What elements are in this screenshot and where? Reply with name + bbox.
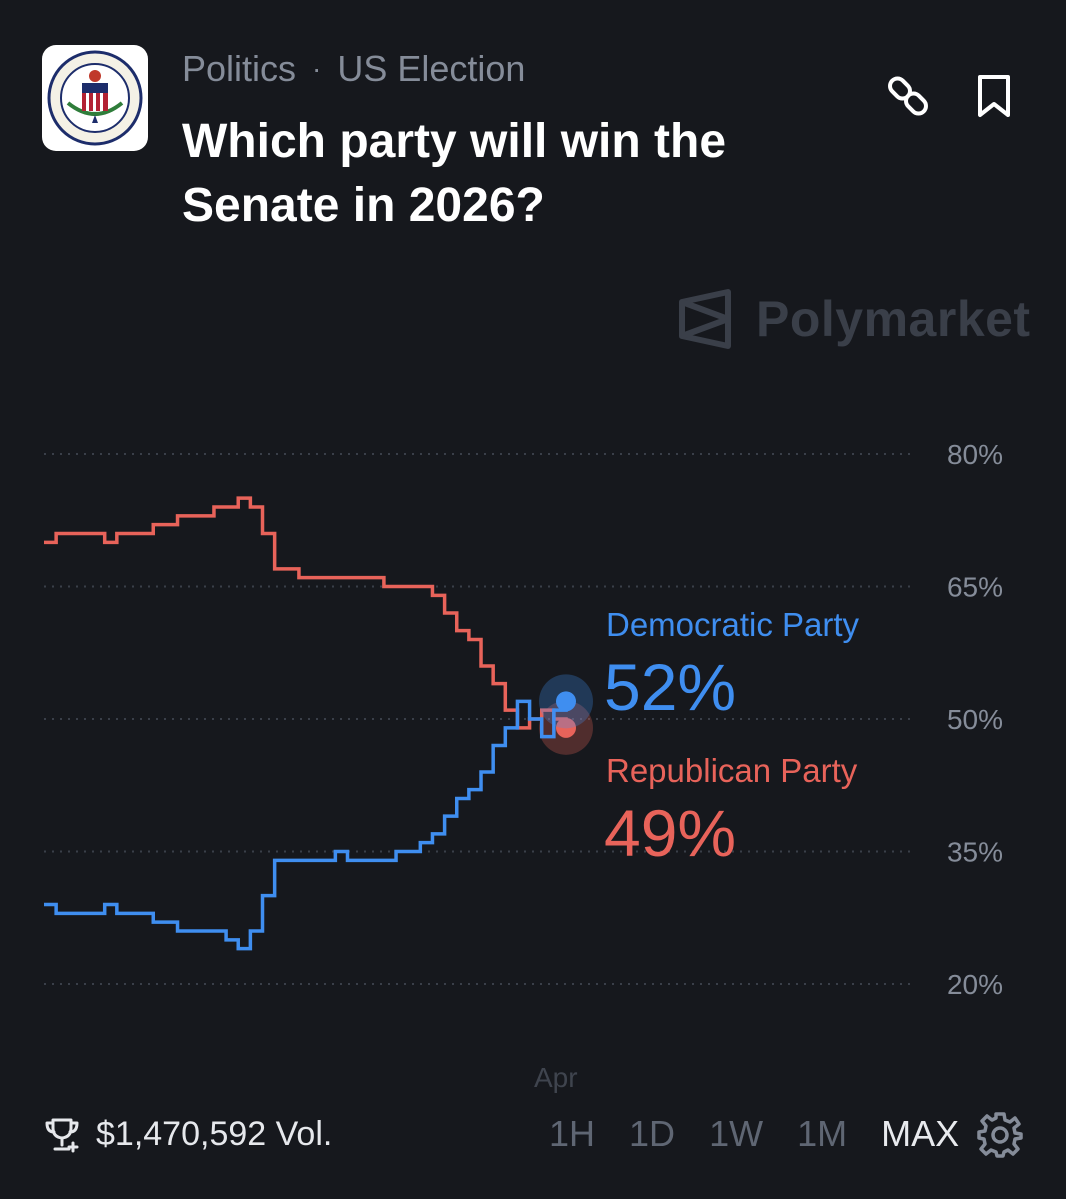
us-senate-seal-icon (42, 45, 148, 151)
chart-svg: 80% 65% 50% 35% 20% (44, 439, 1003, 1000)
y-tick-label: 80% (947, 439, 1003, 470)
y-tick-label: 35% (947, 837, 1003, 868)
series-line-republican (44, 496, 568, 730)
volume: $1,470,592 Vol. (42, 1114, 332, 1154)
legend-democratic-name: Democratic Party (606, 606, 860, 643)
y-tick-label: 65% (947, 572, 1003, 603)
legend-democratic-value: 52% (604, 650, 737, 724)
legend-republican-value: 49% (604, 796, 737, 870)
time-range-selector: 1H 1D 1W 1M MAX (532, 1106, 976, 1162)
polymarket-watermark: Polymarket (676, 288, 1031, 350)
range-1d[interactable]: 1D (629, 1113, 676, 1154)
x-tick-label-apr: Apr (534, 1062, 578, 1093)
link-icon[interactable] (884, 72, 932, 120)
breadcrumb-subcategory[interactable]: US Election (337, 48, 526, 89)
volume-text: $1,470,592 Vol. (96, 1114, 333, 1153)
range-1w[interactable]: 1W (709, 1113, 764, 1154)
bookmark-icon[interactable] (970, 72, 1018, 120)
breadcrumb: Politics · US Election (182, 48, 525, 90)
end-point (556, 691, 576, 712)
range-1m[interactable]: 1M (797, 1113, 848, 1154)
range-max[interactable]: MAX (881, 1113, 960, 1154)
breadcrumb-category[interactable]: Politics (182, 48, 297, 89)
series-line-democratic (44, 699, 568, 951)
polymarket-wordmark: Polymarket (756, 291, 1031, 347)
polymarket-logo-icon (679, 289, 731, 349)
y-tick-label: 20% (947, 969, 1003, 1000)
trophy-icon (45, 1118, 79, 1153)
breadcrumb-separator: · (312, 53, 322, 84)
price-chart[interactable]: 80% 65% 50% 35% 20% Democratic Party 52% Rep… (0, 420, 1066, 1040)
end-point (556, 717, 576, 738)
footer-bar: $1,470,592 Vol. 1H 1D 1W 1M MAX (42, 1106, 1032, 1162)
range-1h[interactable]: 1H (549, 1113, 596, 1154)
gear-icon[interactable] (976, 1110, 1024, 1158)
page-title: Which party will win the Senate in 2026? (182, 115, 727, 232)
y-tick-label: 50% (947, 704, 1003, 735)
legend-republican-name: Republican Party (606, 752, 858, 789)
